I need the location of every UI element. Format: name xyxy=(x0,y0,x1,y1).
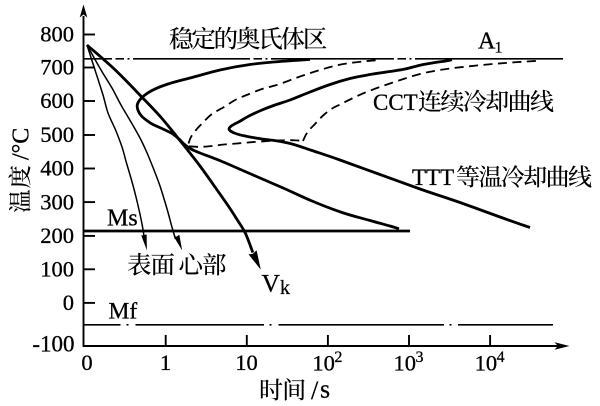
svg-text:10: 10 xyxy=(312,351,335,376)
svg-text:10: 10 xyxy=(235,350,258,375)
svg-text:0: 0 xyxy=(63,290,74,315)
svg-text:Mf: Mf xyxy=(109,299,138,325)
svg-text:s: s xyxy=(320,375,330,404)
svg-text:2: 2 xyxy=(334,349,342,366)
svg-text:0: 0 xyxy=(81,350,92,375)
svg-text:100: 100 xyxy=(40,257,74,282)
svg-text:800: 800 xyxy=(40,22,74,47)
svg-text:A: A xyxy=(478,29,496,55)
svg-text:10: 10 xyxy=(394,351,417,376)
svg-text:1: 1 xyxy=(160,350,171,375)
svg-text:-100: -100 xyxy=(32,332,74,357)
svg-text:600: 600 xyxy=(40,88,74,113)
svg-text:TTT: TTT xyxy=(412,165,454,190)
svg-text:500: 500 xyxy=(40,122,74,147)
svg-text:400: 400 xyxy=(40,156,74,181)
svg-text:/: / xyxy=(311,376,319,405)
svg-text:200: 200 xyxy=(40,223,74,248)
svg-text:4: 4 xyxy=(497,349,505,366)
svg-text:CCT: CCT xyxy=(373,90,418,115)
svg-text:3: 3 xyxy=(416,349,424,366)
svg-text:10: 10 xyxy=(475,351,498,376)
svg-text:k: k xyxy=(280,277,290,299)
svg-text:V: V xyxy=(262,269,281,298)
svg-text:700: 700 xyxy=(40,55,74,80)
svg-text:/°C: /°C xyxy=(9,128,35,160)
svg-text:300: 300 xyxy=(40,189,74,214)
svg-text:1: 1 xyxy=(495,40,503,57)
svg-text:Ms: Ms xyxy=(107,206,138,232)
